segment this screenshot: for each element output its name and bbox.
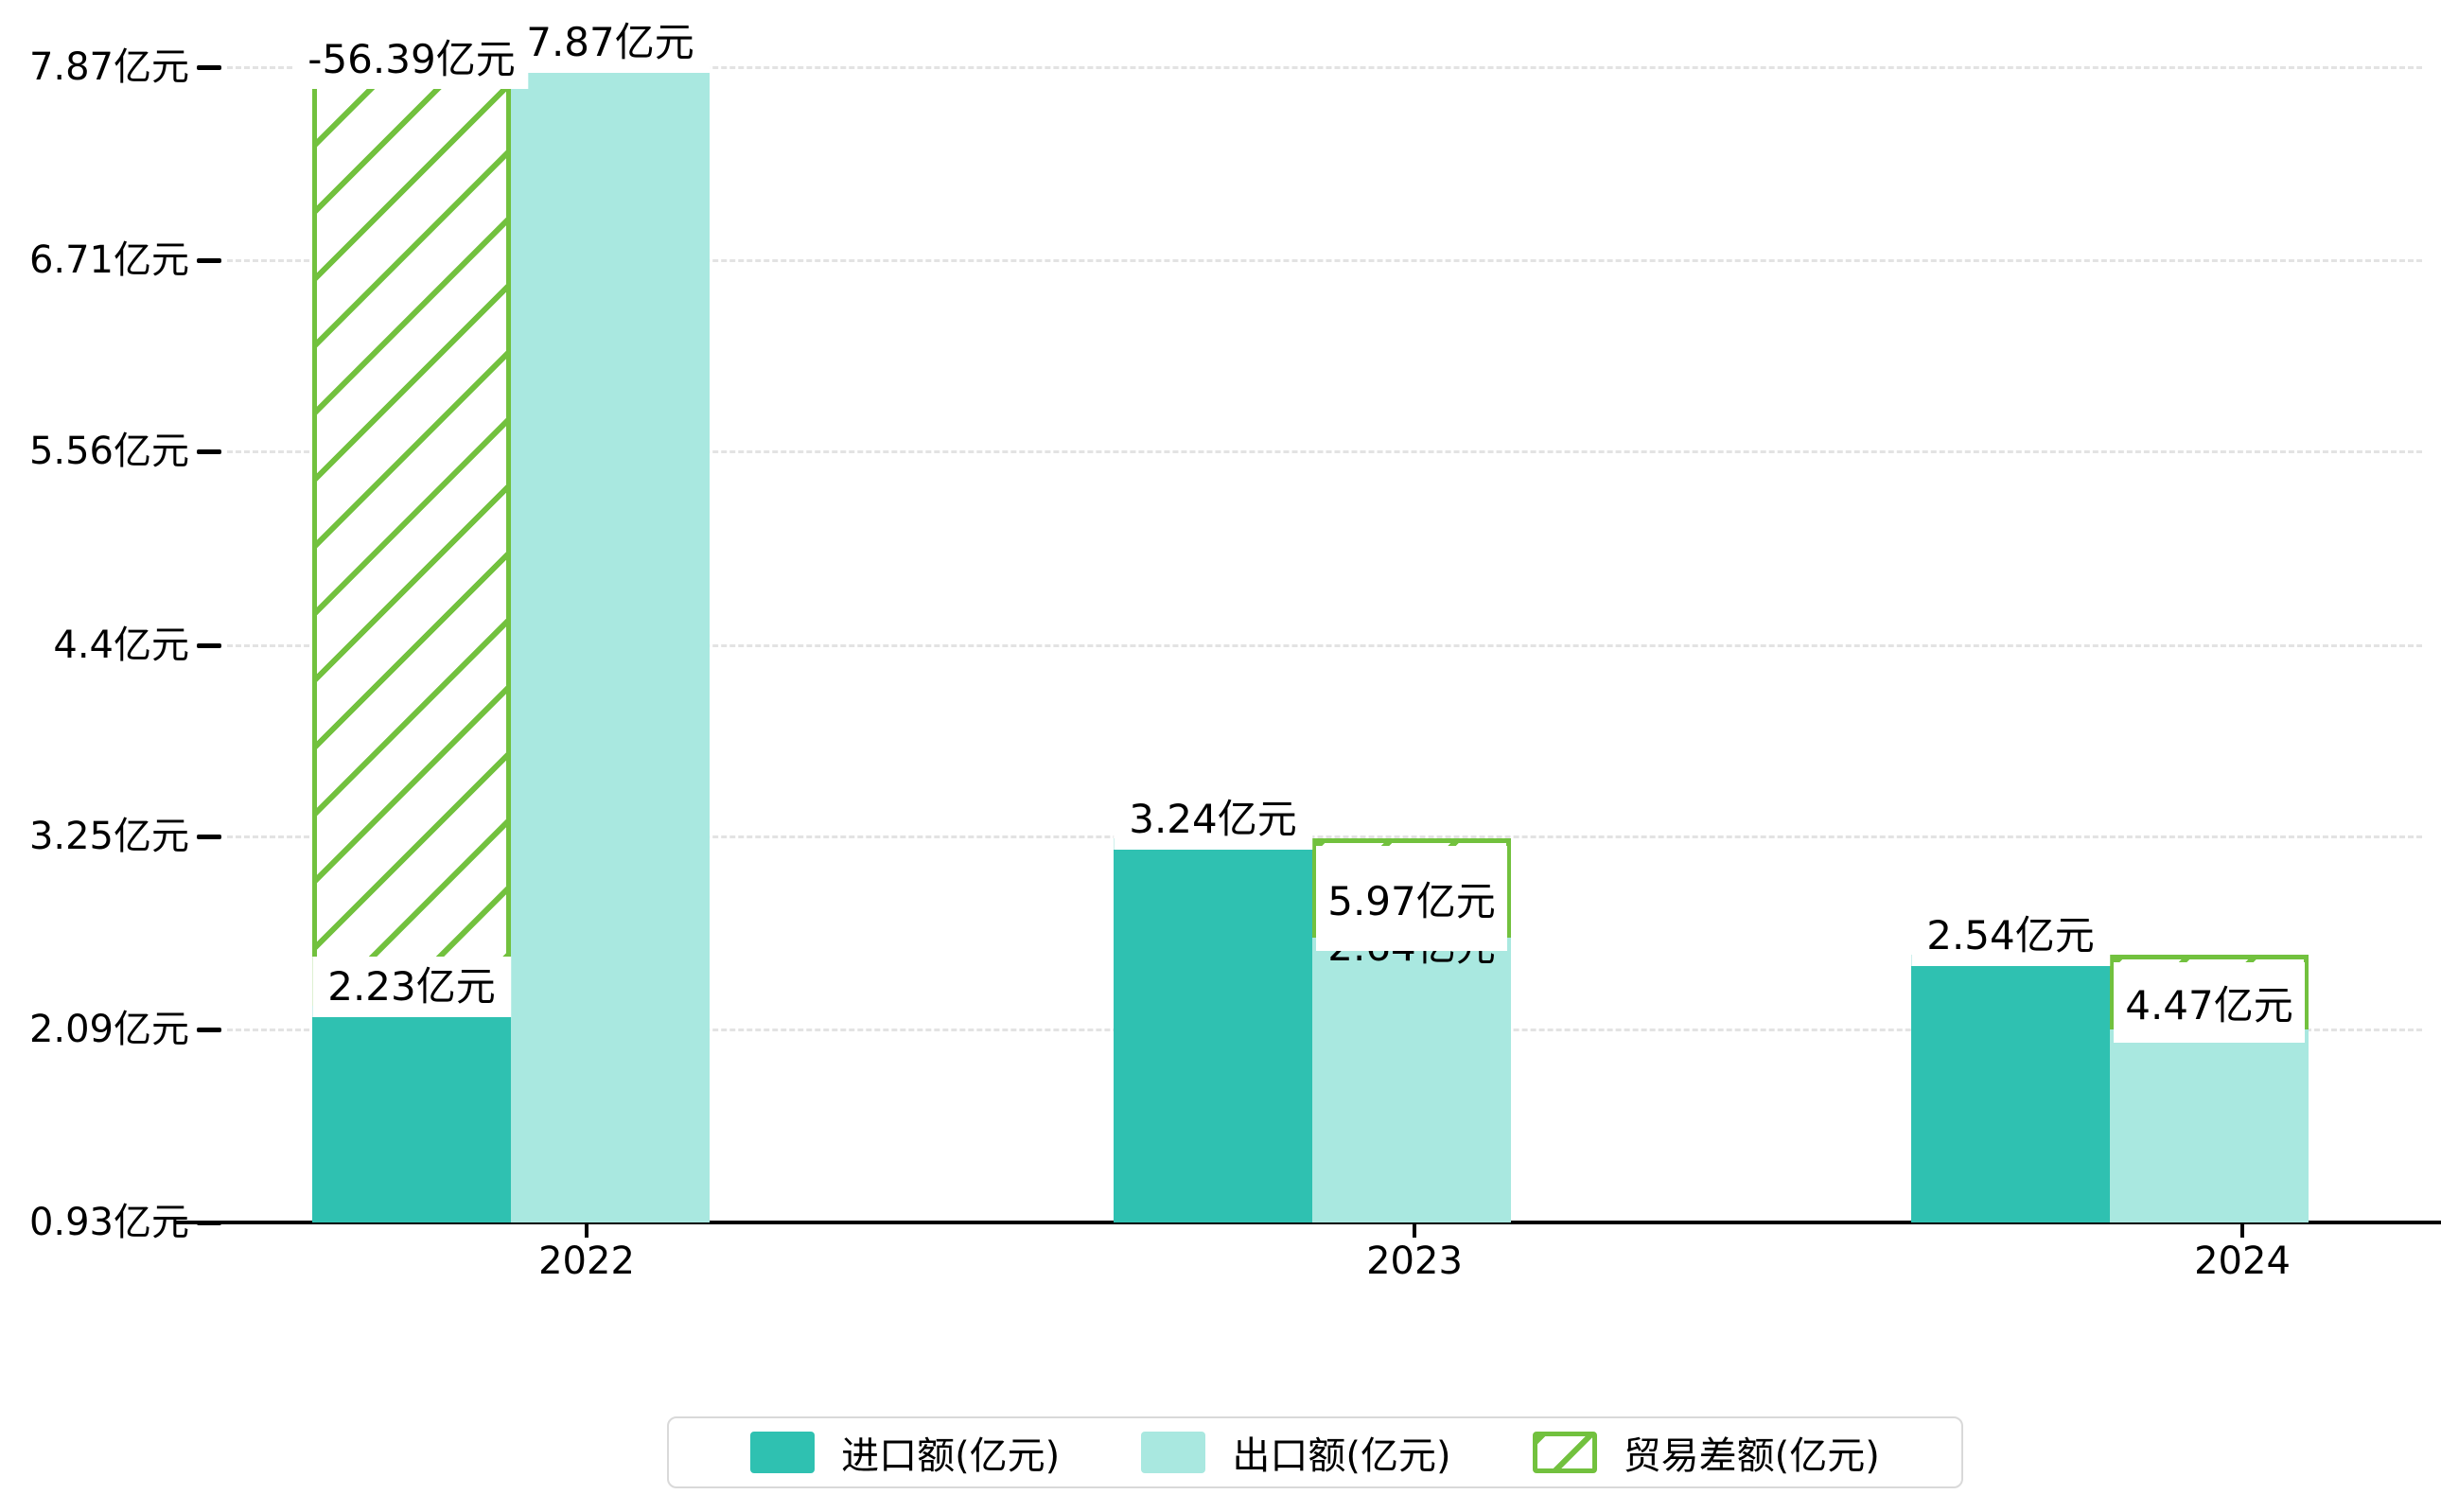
legend-item-label: 出口额(亿元)	[1232, 1434, 1451, 1478]
solid-teal-swatch-icon	[750, 1432, 816, 1473]
import-bar[interactable]	[1911, 954, 2110, 1222]
x-axis-tick-mark	[1413, 1222, 1416, 1238]
y-axis-tick-mark	[197, 258, 221, 264]
x-axis-tick-mark	[585, 1222, 588, 1238]
y-axis-tick-label: 2.09亿元	[28, 1007, 189, 1051]
import-value-label: 3.24亿元	[1114, 788, 1312, 850]
trade-balance-value-label: 5.97亿元	[1316, 845, 1507, 952]
gridline	[227, 450, 2422, 454]
x-axis-category-label: 2024	[2194, 1239, 2291, 1283]
trade-balance-hatched-bar[interactable]	[312, 67, 511, 1007]
x-axis-category-label: 2023	[1366, 1239, 1463, 1283]
import-value-label: 2.54亿元	[1911, 905, 2110, 966]
y-axis-tick-mark	[197, 65, 221, 70]
y-axis-tick-label: 7.87亿元	[28, 45, 189, 89]
legend-item-label: 进口额(亿元)	[841, 1434, 1061, 1478]
x-axis-category-label: 2022	[538, 1239, 635, 1283]
export-bar[interactable]	[511, 67, 710, 1222]
legend-item-label: 贸易差额(亿元)	[1623, 1434, 1880, 1478]
gridline	[227, 835, 2422, 838]
export-bar[interactable]	[2110, 1029, 2309, 1222]
x-axis-tick-mark	[2240, 1222, 2244, 1238]
legend: 进口额(亿元) 出口额(亿元) 贸易差额(亿元)	[667, 1416, 1963, 1488]
legend-item-solid-teal[interactable]: 进口额(亿元)	[750, 1425, 1060, 1480]
y-axis-tick-label: 6.71亿元	[28, 238, 189, 283]
legend-item-hatched-green[interactable]: 贸易差额(亿元)	[1532, 1425, 1880, 1480]
trade-balance-value-label: 4.47亿元	[2114, 961, 2305, 1043]
export-bar[interactable]	[1312, 938, 1511, 1222]
import-bar[interactable]	[312, 1006, 511, 1222]
x-axis-line	[175, 1221, 2441, 1224]
export-value-label: 7.87亿元	[511, 12, 710, 73]
import-bar[interactable]	[1114, 837, 1312, 1222]
legend-item-solid-light-teal[interactable]: 出口额(亿元)	[1141, 1425, 1451, 1480]
y-axis-tick-label: 3.25亿元	[28, 814, 189, 858]
y-axis-tick-label: 0.93亿元	[28, 1201, 189, 1244]
y-axis-tick-mark	[197, 834, 221, 839]
hatched-green-swatch-icon	[1532, 1432, 1597, 1473]
trade-balance-value-label: -56.39亿元	[294, 30, 529, 89]
gridline	[227, 643, 2422, 647]
y-axis-tick-mark	[197, 642, 221, 648]
y-axis-tick-mark	[197, 1027, 221, 1032]
solid-light-teal-swatch-icon	[1141, 1432, 1206, 1473]
gridline	[227, 66, 2422, 69]
y-axis-tick-label: 4.4亿元	[53, 623, 189, 667]
import-value-label: 2.23亿元	[312, 957, 511, 1018]
y-axis-tick-mark	[197, 449, 221, 455]
gridline	[227, 259, 2422, 263]
y-axis-tick-label: 5.56亿元	[28, 430, 189, 474]
